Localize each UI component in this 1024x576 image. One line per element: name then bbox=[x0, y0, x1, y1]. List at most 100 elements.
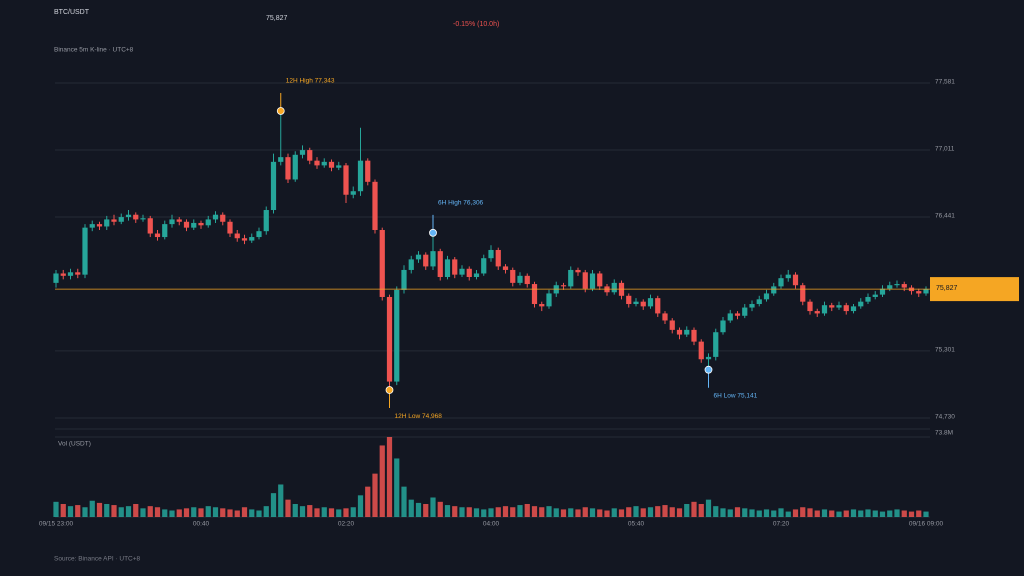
candle-body bbox=[111, 219, 117, 222]
candle-body bbox=[539, 304, 545, 307]
volume-bar bbox=[357, 495, 364, 517]
volume-bar bbox=[647, 507, 654, 517]
volume-bar bbox=[401, 486, 407, 517]
candle-body bbox=[510, 269, 516, 283]
candle-body bbox=[778, 278, 784, 287]
volume-bar bbox=[430, 497, 436, 517]
volume-bar bbox=[452, 506, 458, 517]
volume-bar bbox=[481, 509, 487, 517]
volume-bar bbox=[495, 507, 501, 517]
candle-body bbox=[626, 295, 632, 305]
volume-bar bbox=[183, 508, 190, 517]
volume-bar bbox=[408, 499, 414, 517]
candle-body bbox=[865, 296, 871, 302]
volume-bar bbox=[314, 508, 320, 517]
v-tick-label: 73.8M bbox=[935, 430, 953, 437]
candle-body bbox=[379, 229, 385, 297]
candle-body bbox=[104, 219, 110, 227]
volume-bar bbox=[727, 509, 733, 517]
volume-bar bbox=[843, 510, 849, 517]
candle-body bbox=[575, 269, 581, 273]
candle-body bbox=[147, 218, 153, 234]
candle-body bbox=[357, 160, 364, 192]
candle-body bbox=[756, 299, 762, 305]
volume-bar bbox=[365, 486, 371, 517]
volume-bar bbox=[444, 505, 451, 517]
volume-bar bbox=[800, 507, 806, 517]
volume-bar bbox=[879, 511, 886, 517]
x-tick-label: 05:40 bbox=[628, 521, 645, 528]
volume-bar bbox=[807, 508, 813, 517]
candle-body bbox=[183, 221, 190, 228]
volume-bar bbox=[865, 509, 871, 517]
volume-bar bbox=[125, 506, 132, 517]
volume-bar bbox=[67, 506, 74, 517]
volume-bar bbox=[488, 508, 494, 517]
volume-bar bbox=[568, 508, 574, 517]
last-price: 75,827 bbox=[266, 15, 288, 22]
candle-body bbox=[713, 332, 719, 357]
volume-bar bbox=[111, 505, 117, 517]
candle-body bbox=[531, 284, 538, 305]
volume-bar bbox=[459, 507, 465, 517]
candle-body bbox=[125, 214, 132, 218]
candle-body bbox=[568, 269, 574, 287]
candle-body bbox=[307, 150, 313, 161]
candle-body bbox=[923, 289, 929, 294]
candle-body bbox=[582, 272, 588, 289]
annotation-label: 6H Low 75,141 bbox=[714, 392, 758, 399]
candle-body bbox=[350, 191, 356, 195]
volume-bar bbox=[597, 509, 603, 517]
volume-bar bbox=[205, 506, 211, 517]
candle-body bbox=[879, 288, 886, 295]
candle-body bbox=[263, 210, 269, 232]
x-tick-label: 00:40 bbox=[193, 521, 210, 528]
candle-body bbox=[887, 285, 893, 289]
annotation-label: 12H Low 74,968 bbox=[395, 413, 443, 420]
candle-body bbox=[133, 214, 139, 220]
volume-bar bbox=[531, 506, 538, 517]
candle-body bbox=[285, 157, 291, 180]
candle-body bbox=[901, 284, 907, 288]
candle-body bbox=[872, 294, 878, 297]
candle-body bbox=[858, 301, 864, 307]
candle-body bbox=[191, 222, 197, 228]
candle-body bbox=[720, 320, 726, 333]
annotation-marker bbox=[276, 107, 285, 115]
candle-body bbox=[800, 285, 806, 302]
candle-body bbox=[328, 161, 335, 168]
volume-bar bbox=[140, 508, 146, 517]
candle-body bbox=[763, 293, 770, 300]
volume-bar bbox=[901, 510, 907, 517]
volume-bar bbox=[676, 508, 683, 517]
volume-bar bbox=[539, 507, 545, 517]
volume-bar bbox=[350, 507, 356, 517]
volume-bar bbox=[713, 506, 719, 517]
volume-bar bbox=[53, 501, 59, 517]
volume-bar bbox=[524, 503, 530, 517]
volume-bar bbox=[263, 506, 269, 517]
volume-bar bbox=[328, 508, 335, 517]
volume-bar bbox=[386, 437, 393, 517]
volume-bar bbox=[249, 509, 255, 517]
volume-bar bbox=[227, 509, 233, 517]
volume-bar bbox=[191, 507, 197, 517]
candle-body bbox=[118, 217, 124, 222]
volume-bar bbox=[466, 507, 472, 517]
candle-body bbox=[662, 313, 668, 321]
volume-bar bbox=[720, 508, 726, 517]
candle-body bbox=[82, 227, 88, 275]
candle-body bbox=[807, 301, 813, 312]
y-tick-label: 77,011 bbox=[935, 146, 955, 153]
candle-body bbox=[466, 268, 472, 277]
volume-bar bbox=[923, 511, 929, 517]
price-change: -0.15% (10.0h) bbox=[453, 21, 499, 28]
volume-bar bbox=[104, 503, 110, 517]
candle-body bbox=[633, 301, 639, 305]
volume-bar bbox=[691, 501, 697, 517]
volume-bar bbox=[749, 509, 755, 517]
volume-bar bbox=[858, 510, 864, 517]
